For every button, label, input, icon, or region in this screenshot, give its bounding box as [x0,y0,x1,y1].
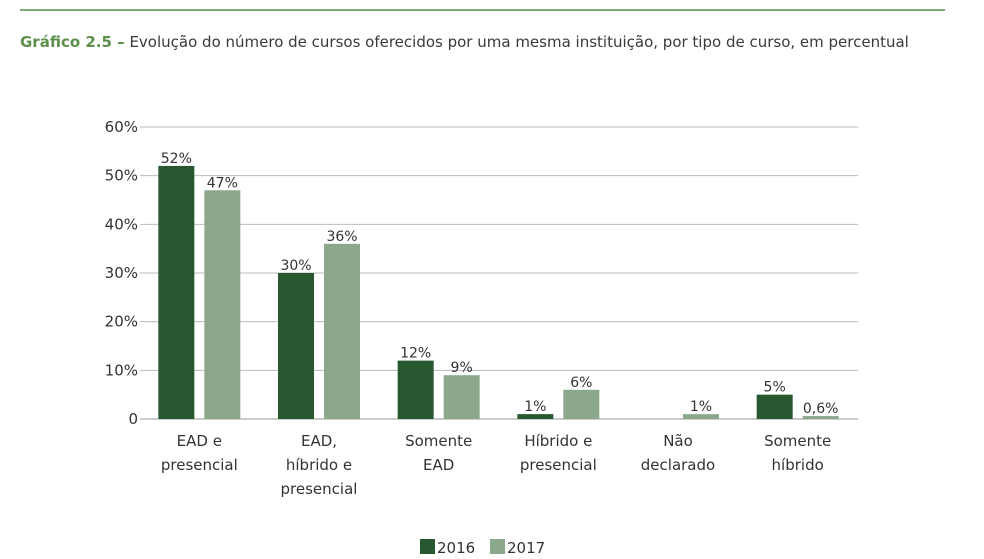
caption-prefix: Gráfico 2.5 – [20,33,125,51]
x-tick-label: Híbrido e [524,432,592,450]
figure-caption: Gráfico 2.5 – Evolução do número de curs… [20,28,920,57]
x-tick-label: declarado [641,456,715,474]
legend-swatch [420,539,435,554]
y-tick-label: 60% [105,118,138,136]
x-tick-label: híbrido e [286,456,352,474]
x-tick-label: híbrido [772,456,824,474]
bar [204,190,241,419]
x-tick-label: EAD, [301,432,337,450]
legend-label: 2017 [507,539,545,557]
data-label: 30% [280,258,311,274]
bar [324,243,360,419]
caption-text: Evolução do número de cursos oferecidos … [129,33,909,51]
y-tick-label: 10% [105,361,138,379]
y-tick-label: 20% [105,313,138,331]
y-tick-label: 40% [105,215,138,233]
legend-swatch [490,539,505,554]
x-tick-label: Somente [405,432,472,450]
data-label: 36% [326,229,357,245]
x-tick-label: presencial [281,480,358,498]
data-label: 5% [764,380,786,396]
bar [802,416,839,419]
data-label: 1% [524,399,546,415]
bar [158,165,195,419]
bar [278,273,314,419]
bar [397,360,434,419]
x-tick-label: presencial [161,456,238,474]
data-label: 1% [690,399,712,415]
data-label: 47% [207,175,238,191]
x-tick-label: Não [663,432,693,450]
bar [443,375,480,419]
y-tick-label: 0 [128,410,138,428]
x-tick-label: EAD [423,456,454,474]
legend-label: 2016 [437,539,475,557]
bar [563,389,600,419]
y-tick-label: 30% [105,264,138,282]
data-label: 0,6% [803,401,839,417]
bar [517,414,554,419]
data-label: 9% [451,360,473,376]
top-rule [20,9,945,11]
x-tick-label: EAD e [177,432,222,450]
x-tick-label: presencial [520,456,597,474]
y-tick-label: 50% [105,167,138,185]
bar [683,414,719,419]
bar [756,394,793,419]
data-label: 6% [570,375,592,391]
x-tick-label: Somente [764,432,831,450]
data-label: 12% [400,346,431,362]
data-label: 52% [161,151,192,167]
